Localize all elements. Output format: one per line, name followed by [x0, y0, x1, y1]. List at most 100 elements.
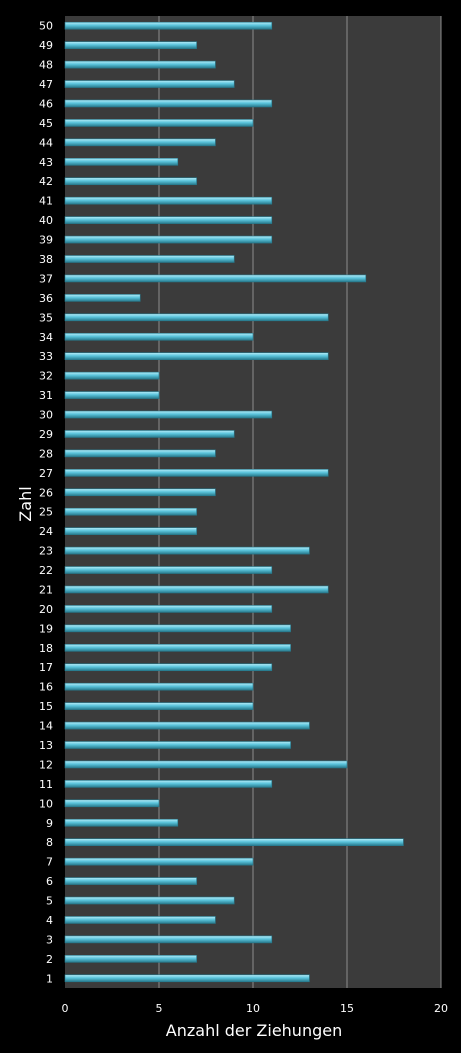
y-tick-label-21: 21 [39, 583, 53, 596]
bar-46 [64, 99, 273, 108]
y-tick-label-49: 49 [39, 39, 53, 52]
x-tick-label-5: 5 [156, 1002, 163, 1015]
y-tick-label-28: 28 [39, 447, 53, 460]
y-tick-label-17: 17 [39, 661, 53, 674]
y-tick-label-35: 35 [39, 311, 53, 324]
bar-38 [64, 255, 235, 263]
y-tick-label-40: 40 [39, 214, 53, 227]
bar-27 [64, 469, 329, 477]
y-tick-label-33: 33 [39, 350, 53, 363]
y-tick-label-39: 39 [39, 234, 53, 247]
y-tick-label-3: 3 [46, 933, 53, 946]
bar-13 [64, 741, 291, 749]
y-tick-label-29: 29 [39, 428, 53, 441]
bar-50 [64, 21, 273, 30]
y-tick-label-15: 15 [39, 700, 53, 713]
x-tick-labels: 0 5 10 15 20 [62, 1002, 449, 1015]
bar-1 [64, 974, 310, 983]
bar-44 [64, 138, 216, 147]
bar-28 [64, 449, 216, 458]
bar-36 [64, 294, 141, 302]
x-tick-label-15: 15 [340, 1002, 354, 1015]
bar-42 [64, 177, 197, 186]
bar-35 [64, 313, 329, 322]
bar-45 [64, 119, 254, 127]
y-tick-label-42: 42 [39, 175, 53, 188]
y-tick-label-2: 2 [46, 953, 53, 966]
y-tick-label-12: 12 [39, 758, 53, 771]
bar-39 [64, 235, 273, 244]
y-tick-label-20: 20 [39, 603, 53, 616]
bar-32 [64, 371, 160, 380]
y-tick-label-44: 44 [39, 136, 53, 149]
bar-12 [64, 760, 348, 769]
bar-21 [64, 585, 329, 594]
bar-24 [64, 527, 197, 535]
y-tick-labels: 1234567891011121314151617181920212223242… [39, 20, 53, 986]
y-tick-label-1: 1 [46, 972, 53, 985]
bar-22 [64, 566, 273, 574]
bar-20 [64, 605, 273, 613]
bar-25 [64, 507, 197, 516]
y-tick-label-6: 6 [46, 875, 53, 888]
y-tick-label-23: 23 [39, 545, 53, 558]
bar-29 [64, 430, 235, 438]
x-axis-title: Anzahl der Ziehungen [166, 1021, 342, 1040]
y-tick-label-26: 26 [39, 486, 53, 499]
y-tick-label-30: 30 [39, 409, 53, 422]
bar-15 [64, 702, 254, 710]
y-tick-label-38: 38 [39, 253, 53, 266]
bar-3 [64, 935, 273, 944]
bar-40 [64, 216, 273, 224]
bar-5 [64, 896, 235, 905]
y-tick-label-10: 10 [39, 797, 53, 810]
bar-9 [64, 818, 179, 827]
y-tick-label-41: 41 [39, 195, 53, 208]
bar-41 [64, 196, 273, 205]
bar-49 [64, 41, 197, 49]
bar-8 [64, 838, 404, 847]
bar-30 [64, 410, 273, 419]
y-tick-label-18: 18 [39, 642, 53, 655]
bar-14 [64, 721, 310, 730]
bar-34 [64, 332, 254, 341]
bar-11 [64, 780, 273, 788]
y-tick-label-31: 31 [39, 389, 53, 402]
bar-17 [64, 663, 273, 672]
y-tick-label-46: 46 [39, 97, 53, 110]
y-tick-label-11: 11 [39, 778, 53, 791]
y-tick-label-9: 9 [46, 817, 53, 830]
y-tick-label-36: 36 [39, 292, 53, 305]
y-tick-label-45: 45 [39, 117, 53, 130]
y-tick-label-14: 14 [39, 720, 53, 733]
y-tick-label-24: 24 [39, 525, 53, 538]
bar-16 [64, 682, 254, 691]
y-tick-label-37: 37 [39, 272, 53, 285]
bars [64, 21, 404, 983]
bar-6 [64, 877, 197, 885]
bar-19 [64, 624, 291, 633]
y-tick-label-48: 48 [39, 59, 53, 72]
bar-37 [64, 274, 367, 283]
bar-2 [64, 955, 197, 963]
y-tick-label-34: 34 [39, 331, 53, 344]
y-tick-label-8: 8 [46, 836, 53, 849]
x-tick-label-10: 10 [246, 1002, 260, 1015]
bar-18 [64, 643, 291, 652]
bar-47 [64, 80, 235, 88]
bar-43 [64, 158, 179, 166]
bar-48 [64, 60, 216, 69]
bar-4 [64, 916, 216, 924]
bar-33 [64, 352, 329, 361]
bar-7 [64, 857, 254, 866]
y-tick-label-7: 7 [46, 856, 53, 869]
x-tick-label-0: 0 [62, 1002, 69, 1015]
y-tick-label-32: 32 [39, 370, 53, 383]
y-tick-label-22: 22 [39, 564, 53, 577]
y-tick-label-5: 5 [46, 895, 53, 908]
bar-23 [64, 546, 310, 555]
y-tick-label-19: 19 [39, 622, 53, 635]
y-tick-label-47: 47 [39, 78, 53, 91]
y-tick-label-13: 13 [39, 739, 53, 752]
